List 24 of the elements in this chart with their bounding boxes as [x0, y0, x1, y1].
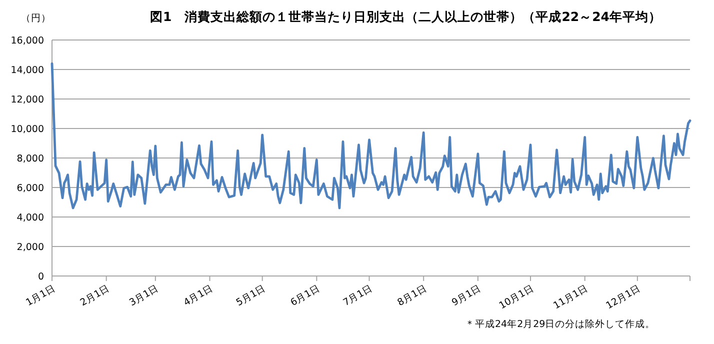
- chart-title: 図1 消費支出総額の１世帯当たり日別支出（二人以上の世帯）（平成22～24年平均）: [150, 9, 662, 24]
- x-tick-label: 5月1日: [234, 283, 268, 309]
- x-tick-label: 6月1日: [288, 283, 322, 309]
- y-tick-label: 0: [38, 272, 44, 282]
- y-tick-label: 14,000: [10, 65, 44, 76]
- y-tick-label: 4,000: [16, 212, 44, 224]
- x-tick-label: 11月1日: [552, 283, 590, 312]
- x-tick-label: 8月1日: [396, 283, 430, 309]
- y-axis-title: （円）: [21, 13, 51, 24]
- y-tick-label: 6,000: [16, 183, 44, 194]
- x-tick-label: 2月1日: [78, 283, 112, 309]
- y-tick-label: 12,000: [10, 94, 44, 106]
- y-tick-label: 16,000: [10, 36, 44, 46]
- x-tick-label: 1月1日: [24, 283, 58, 309]
- x-tick-label: 3月1日: [128, 283, 161, 309]
- text: ＊平成24年2月29日の分は除外して作成。: [465, 318, 656, 330]
- x-tick-label: 9月1日: [450, 283, 484, 309]
- y-tick-label: 8,000: [16, 154, 44, 164]
- y-tick-label: 2,000: [16, 242, 44, 253]
- x-tick-label: 7月1日: [341, 283, 375, 309]
- y-tick-label: 10,000: [10, 124, 44, 135]
- x-tick-label: 4月1日: [182, 283, 216, 309]
- x-tick-label: 10月1日: [497, 283, 536, 312]
- x-tick-label: 12月1日: [604, 283, 643, 312]
